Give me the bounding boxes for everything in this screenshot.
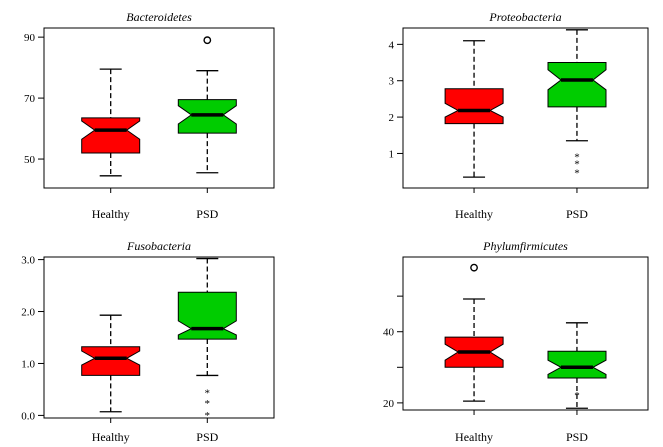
- plot-frame: [43, 256, 275, 419]
- y-tick-label: 1: [389, 148, 395, 160]
- y-tick-label: 50: [24, 154, 36, 166]
- y-tick-label: 70: [24, 93, 36, 105]
- chart-panel-4: Phylumfirmicutes 20 40 Healthy PSD *: [383, 239, 649, 444]
- plot-frame: [402, 256, 649, 411]
- box-healthy: [444, 88, 504, 125]
- x-category-label: PSD: [196, 430, 218, 444]
- outlier-asterisk: *: [205, 388, 211, 400]
- chart-title: Phylumfirmicutes: [482, 239, 568, 253]
- outlier-asterisk: *: [574, 390, 580, 402]
- y-tick-label: 1.0: [21, 358, 35, 370]
- x-category-label: Healthy: [92, 430, 130, 444]
- y-tick-label: 20: [383, 398, 395, 410]
- outlier-circle: [470, 263, 478, 272]
- y-tick-label: 2.0: [21, 307, 35, 319]
- outlier-asterisk: *: [205, 410, 211, 422]
- outlier-asterisk: *: [574, 151, 580, 163]
- x-category-label: PSD: [566, 207, 588, 221]
- y-tick-label: 40: [383, 327, 395, 339]
- chart-title: Proteobacteria: [488, 10, 561, 24]
- chart-title: Fusobacteria: [126, 239, 191, 253]
- x-category-label: Healthy: [92, 207, 130, 221]
- x-category-label: Healthy: [455, 430, 493, 444]
- box-psd: [177, 291, 237, 340]
- chart-panel-1: Bacteroidetes 50 70 90 Healthy PSD: [24, 10, 275, 221]
- chart-title: Bacteroidetes: [126, 10, 192, 24]
- plot-frame: [43, 27, 275, 189]
- box-psd: [547, 350, 607, 379]
- outlier-asterisk: *: [574, 159, 580, 171]
- plot-frame: [402, 27, 649, 189]
- y-tick-label: 90: [24, 32, 36, 44]
- x-category-label: PSD: [566, 430, 588, 444]
- box-healthy: [81, 346, 141, 376]
- y-tick-label: 0.0: [21, 410, 35, 422]
- y-tick-label: 3.0: [21, 255, 35, 267]
- outlier-asterisk: *: [574, 168, 580, 180]
- x-category-label: Healthy: [455, 207, 493, 221]
- outlier-asterisk: *: [205, 398, 211, 410]
- y-tick-label: 2: [389, 112, 395, 124]
- outlier-circle: [203, 36, 212, 45]
- y-tick-label: 4: [389, 39, 395, 51]
- box-healthy: [81, 117, 141, 154]
- box-psd: [547, 62, 607, 108]
- x-category-label: PSD: [196, 207, 218, 221]
- y-tick-label: 3: [389, 76, 395, 88]
